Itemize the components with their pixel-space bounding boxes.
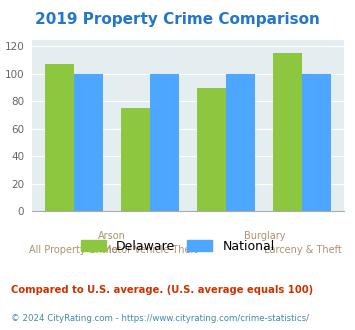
Bar (302, 74, 332, 211)
Text: Motor Vehicle Theft: Motor Vehicle Theft (103, 245, 197, 254)
Bar (150, 74, 179, 211)
Bar (197, 88, 226, 211)
Bar (273, 53, 302, 211)
Text: Compared to U.S. average. (U.S. average equals 100): Compared to U.S. average. (U.S. average … (11, 285, 313, 295)
Bar (45, 64, 74, 211)
Text: All Property Crime: All Property Crime (29, 245, 118, 254)
Text: Burglary: Burglary (244, 231, 285, 241)
Bar (121, 108, 150, 211)
Legend: Delaware, National: Delaware, National (76, 235, 279, 258)
Text: 2019 Property Crime Comparison: 2019 Property Crime Comparison (35, 12, 320, 26)
Text: Larceny & Theft: Larceny & Theft (263, 245, 341, 254)
Text: Arson: Arson (98, 231, 126, 241)
Bar (226, 74, 255, 211)
Bar (74, 74, 103, 211)
Text: © 2024 CityRating.com - https://www.cityrating.com/crime-statistics/: © 2024 CityRating.com - https://www.city… (11, 314, 308, 323)
